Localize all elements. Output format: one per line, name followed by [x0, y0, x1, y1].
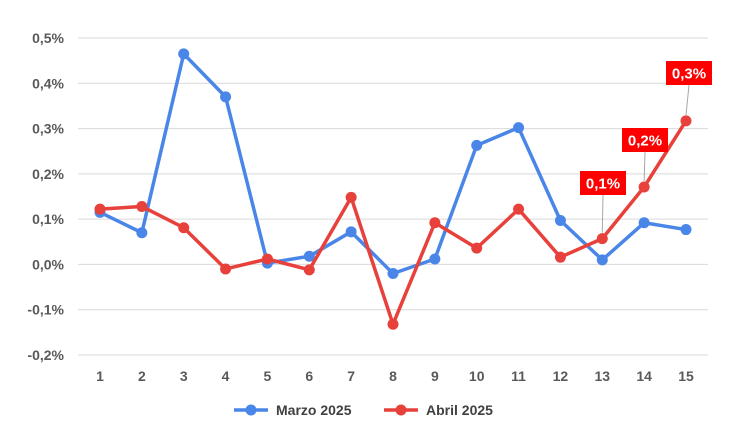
data-point — [387, 318, 399, 330]
callout-label: 0,3% — [672, 66, 706, 83]
data-point — [303, 250, 315, 262]
data-point — [136, 200, 148, 212]
y-tick-label: 0,0% — [32, 256, 64, 272]
x-tick-label: 2 — [138, 368, 146, 384]
data-point — [387, 267, 399, 279]
x-tick-label: 9 — [431, 368, 439, 384]
data-point — [345, 191, 357, 203]
data-point — [471, 139, 483, 151]
data-point — [178, 222, 190, 234]
data-point — [554, 215, 566, 227]
legend-item: Abril 2025 — [384, 402, 493, 418]
callout-label: 0,2% — [628, 133, 662, 150]
x-tick-label: 3 — [180, 368, 188, 384]
callout-box — [666, 61, 712, 85]
x-tick-label: 11 — [511, 368, 526, 384]
legend-item: Marzo 2025 — [234, 402, 352, 418]
y-tick-label: -0,1% — [27, 302, 64, 318]
data-point — [596, 254, 608, 266]
x-axis-tick-labels: 1 2 3 4 5 6 7 8 9 10 11 12 13 14 15 — [96, 368, 694, 384]
x-tick-label: 14 — [636, 368, 652, 384]
x-tick-label: 6 — [305, 368, 313, 384]
data-point — [638, 217, 650, 229]
series-lines — [94, 48, 692, 330]
y-tick-label: 0,1% — [32, 211, 64, 227]
x-tick-label: 7 — [347, 368, 355, 384]
x-tick-label: 4 — [222, 368, 230, 384]
callout-box — [580, 171, 626, 195]
grid-lines — [78, 37, 708, 356]
data-point — [638, 181, 650, 193]
callout-leader-line — [601, 194, 604, 233]
data-point — [596, 233, 608, 245]
legend-label: Abril 2025 — [426, 402, 493, 418]
data-point — [136, 227, 148, 239]
x-tick-label: 15 — [678, 368, 694, 384]
data-point — [303, 264, 315, 276]
data-point — [554, 251, 566, 263]
x-tick-label: 5 — [264, 368, 272, 384]
legend: Marzo 2025 Abril 2025 — [234, 402, 493, 418]
callout: 0,3% — [666, 61, 712, 115]
series-2 — [94, 115, 692, 330]
x-tick-label: 10 — [469, 368, 485, 384]
callout: 0,1% — [580, 171, 626, 233]
y-tick-label: 0,2% — [32, 166, 64, 182]
x-tick-label: 1 — [96, 368, 104, 384]
legend-swatch-marker — [245, 404, 257, 416]
callout-label: 0,1% — [586, 176, 620, 193]
data-point — [429, 217, 441, 229]
series-1 — [94, 48, 692, 279]
y-tick-label: 0,5% — [32, 30, 64, 46]
legend-swatch-marker — [395, 404, 407, 416]
data-callouts: 0,1% 0,2% 0,3% — [580, 61, 712, 233]
x-tick-label: 8 — [389, 368, 397, 384]
data-point — [220, 91, 232, 103]
data-point — [513, 203, 525, 215]
data-point — [513, 122, 525, 134]
callout-leader-line — [643, 151, 646, 182]
callout-leader-line — [685, 84, 690, 115]
y-tick-label: 0,3% — [32, 121, 64, 137]
callout-box — [622, 128, 668, 152]
data-point — [345, 226, 357, 238]
y-axis-tick-labels: 0,5% 0,4% 0,3% 0,2% 0,1% 0,0% -0,1% -0,2% — [27, 30, 64, 363]
x-tick-label: 13 — [594, 368, 610, 384]
data-point — [429, 253, 441, 265]
series-line — [98, 119, 688, 326]
data-point — [471, 242, 483, 254]
legend-label: Marzo 2025 — [276, 402, 352, 418]
data-point — [261, 253, 273, 265]
data-point — [220, 263, 232, 275]
data-point — [94, 203, 106, 215]
callout: 0,2% — [622, 128, 668, 182]
data-point — [178, 48, 190, 60]
data-point — [680, 115, 692, 127]
y-tick-label: 0,4% — [32, 75, 64, 91]
y-tick-label: -0,2% — [27, 347, 64, 363]
data-point — [680, 224, 692, 236]
x-tick-label: 12 — [553, 368, 569, 384]
